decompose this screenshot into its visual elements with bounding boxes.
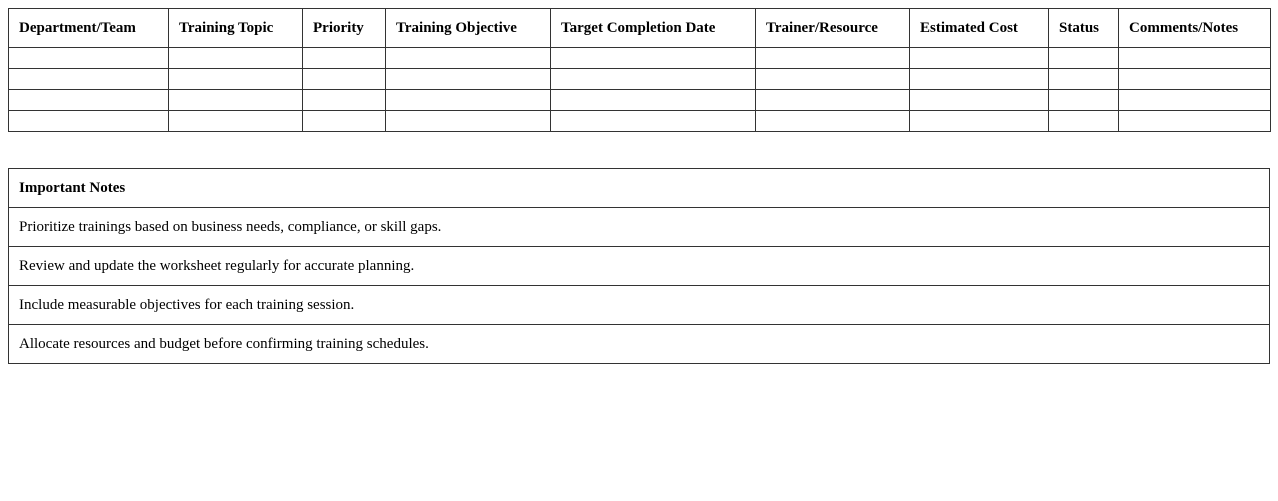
table-cell[interactable] — [909, 110, 1049, 132]
header-target-date: Target Completion Date — [550, 8, 756, 48]
table-row — [8, 89, 1271, 111]
table-cell[interactable] — [168, 47, 303, 69]
table-cell[interactable] — [909, 89, 1049, 111]
table-cell[interactable] — [1048, 68, 1119, 90]
table-cell[interactable] — [550, 89, 756, 111]
header-priority: Priority — [302, 8, 386, 48]
table-cell[interactable] — [550, 47, 756, 69]
table-cell[interactable] — [1118, 110, 1271, 132]
table-cell[interactable] — [755, 47, 910, 69]
table-cell[interactable] — [8, 47, 169, 69]
note-item: Allocate resources and budget before con… — [8, 324, 1270, 364]
training-plan-table: Department/Team Training Topic Priority … — [8, 8, 1271, 132]
header-row: Department/Team Training Topic Priority … — [8, 8, 1271, 48]
table-cell[interactable] — [168, 110, 303, 132]
table-row — [8, 110, 1271, 132]
table-cell[interactable] — [302, 47, 386, 69]
header-department: Department/Team — [8, 8, 169, 48]
table-cell[interactable] — [1118, 47, 1271, 69]
table-cell[interactable] — [8, 68, 169, 90]
notes-title: Important Notes — [8, 168, 1270, 208]
header-topic: Training Topic — [168, 8, 303, 48]
table-cell[interactable] — [755, 110, 910, 132]
header-objective: Training Objective — [385, 8, 551, 48]
header-cost: Estimated Cost — [909, 8, 1049, 48]
table-cell[interactable] — [302, 68, 386, 90]
table-cell[interactable] — [302, 110, 386, 132]
table-cell[interactable] — [755, 68, 910, 90]
table-cell[interactable] — [550, 68, 756, 90]
table-cell[interactable] — [385, 47, 551, 69]
note-item: Prioritize trainings based on business n… — [8, 207, 1270, 247]
table-cell[interactable] — [755, 89, 910, 111]
table-cell[interactable] — [909, 68, 1049, 90]
table-cell[interactable] — [168, 68, 303, 90]
important-notes-table: Important Notes Prioritize trainings bas… — [8, 168, 1270, 364]
table-cell[interactable] — [1048, 110, 1119, 132]
table-cell[interactable] — [1048, 89, 1119, 111]
table-cell[interactable] — [1118, 89, 1271, 111]
note-item: Include measurable objectives for each t… — [8, 285, 1270, 325]
header-trainer: Trainer/Resource — [755, 8, 910, 48]
table-cell[interactable] — [168, 89, 303, 111]
table-cell[interactable] — [385, 89, 551, 111]
header-status: Status — [1048, 8, 1119, 48]
table-cell[interactable] — [1118, 68, 1271, 90]
header-comments: Comments/Notes — [1118, 8, 1271, 48]
table-cell[interactable] — [550, 110, 756, 132]
table-cell[interactable] — [302, 89, 386, 111]
table-row — [8, 47, 1271, 69]
table-cell[interactable] — [385, 68, 551, 90]
table-cell[interactable] — [385, 110, 551, 132]
table-cell[interactable] — [8, 110, 169, 132]
table-cell[interactable] — [8, 89, 169, 111]
table-cell[interactable] — [909, 47, 1049, 69]
table-row — [8, 68, 1271, 90]
note-item: Review and update the worksheet regularl… — [8, 246, 1270, 286]
table-cell[interactable] — [1048, 47, 1119, 69]
